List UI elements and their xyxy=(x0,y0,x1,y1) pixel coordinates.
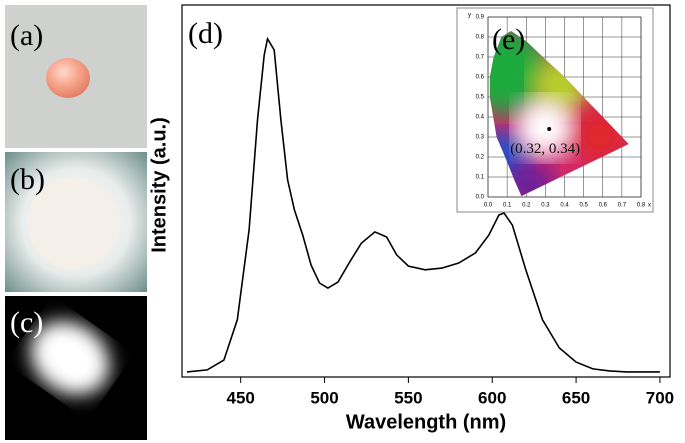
y-tick-label: 0.0 xyxy=(476,195,485,201)
x-tick-label: 450 xyxy=(227,388,255,407)
x-tick-label: 0.4 xyxy=(560,203,569,209)
x-tick-label: 550 xyxy=(394,388,422,407)
panel-label: (c) xyxy=(10,306,43,339)
x-tick-label: 0.3 xyxy=(541,203,550,209)
y-tick-label: 0.3 xyxy=(476,135,485,141)
photos: (a) (b) (c) xyxy=(5,5,147,440)
x-tick-label: 0.5 xyxy=(579,203,588,209)
x-tick-label: 700 xyxy=(646,388,674,407)
y-tick-label: 0.4 xyxy=(476,115,485,121)
y-tick-label: 0.2 xyxy=(476,155,485,161)
panel-label: (a) xyxy=(10,19,43,52)
glow-disc xyxy=(27,177,119,269)
x-tick-label: 600 xyxy=(478,388,506,407)
sphere xyxy=(46,58,90,98)
panel-label: (e) xyxy=(492,23,525,56)
panel-label: (b) xyxy=(10,163,45,196)
y-tick-label: 0.5 xyxy=(476,95,485,101)
x-tick-label: 0.0 xyxy=(484,203,493,209)
x-tick-label: 0.1 xyxy=(503,203,512,209)
x-axis-label: x xyxy=(648,203,651,209)
y-tick-label: 0.9 xyxy=(476,15,485,21)
x-axis-label: Wavelength (nm) xyxy=(346,411,506,433)
inset-axes xyxy=(487,16,642,198)
point xyxy=(547,127,552,131)
x-tick-label: 0.6 xyxy=(599,203,608,209)
panel-label: (d) xyxy=(188,17,223,50)
y-tick-label: 0.7 xyxy=(476,55,485,61)
spectrum-chart: 450 500 550 600 650 700 Wavelength (nm) Intensi… xyxy=(148,4,674,433)
y-tick-label: 0.6 xyxy=(476,75,485,81)
glow-spot xyxy=(30,321,110,395)
x-tick-label: 650 xyxy=(562,388,590,407)
x-tick-label: 0.7 xyxy=(618,203,627,209)
x-tick-label: 0.8 xyxy=(637,203,646,209)
x-tick-label: 0.2 xyxy=(522,203,531,209)
y-axis-label: Intensity (a.u.) xyxy=(148,117,170,253)
spectrum-line xyxy=(186,36,660,373)
plot-frame xyxy=(181,4,671,378)
annotation: (0.32, 0.34) xyxy=(510,141,580,157)
x-tick-label: 500 xyxy=(310,388,338,407)
y-axis-label: y xyxy=(468,13,471,19)
y-tick-label: 0.8 xyxy=(476,35,485,41)
cie-chart: 0.0 0.1 0.2 0.3 0.4 0.5 0.6 0.7 0.8 0.0 0.1 0.2 0.3 0… xyxy=(456,7,654,213)
y-tick-label: 0.1 xyxy=(476,175,485,181)
